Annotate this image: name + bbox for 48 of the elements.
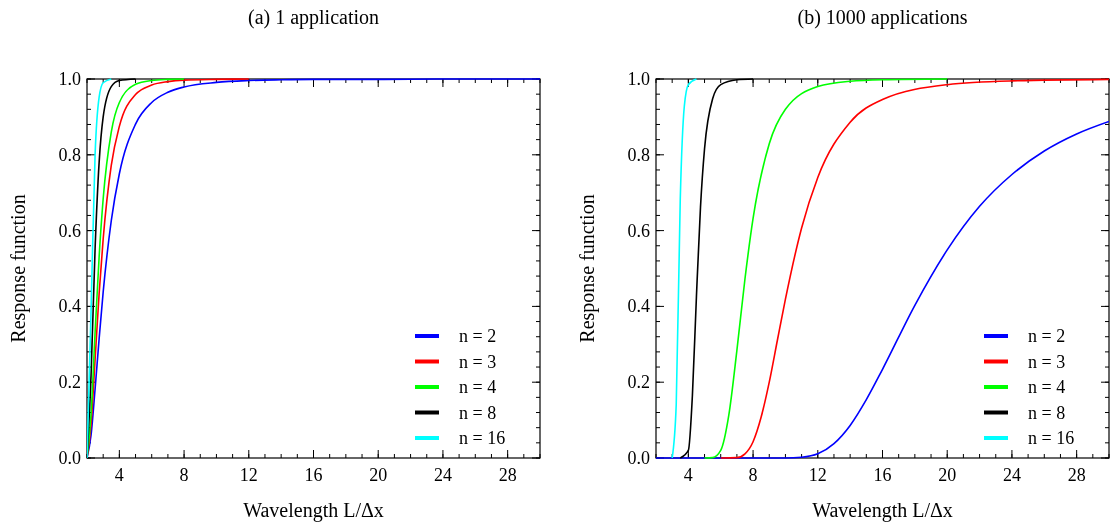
- chart-title: (a) 1 application: [247, 6, 380, 29]
- y-tick-label: 0.6: [58, 220, 81, 241]
- x-tick-label: 12: [808, 465, 827, 485]
- x-tick-label: 24: [433, 465, 452, 485]
- x-tick-label: 8: [179, 465, 189, 485]
- x-tick-label: 4: [114, 465, 124, 485]
- line-series: [719, 78, 1109, 459]
- x-tick-label: 16: [304, 465, 323, 485]
- line-series: [87, 78, 113, 459]
- x-tick-label: 28: [1067, 465, 1086, 485]
- legend-label: n = 2: [1028, 326, 1066, 346]
- y-tick-label: 1.0: [58, 69, 81, 89]
- y-axis-title: Response function: [576, 194, 599, 343]
- y-tick-label: 0.4: [627, 296, 650, 317]
- legend-label: n = 3: [1028, 351, 1066, 372]
- line-series: [703, 78, 949, 459]
- x-tick-label: 8: [748, 465, 758, 485]
- y-tick-label: 1.0: [627, 69, 650, 89]
- x-tick-label: 12: [239, 465, 258, 485]
- legend-label: n = 4: [1028, 377, 1066, 397]
- line-series: [656, 120, 1109, 459]
- y-tick-label: 0.4: [58, 296, 81, 317]
- x-tick-label: 28: [498, 465, 517, 485]
- line-series: [87, 78, 540, 459]
- legend-label: n = 16: [1028, 428, 1075, 448]
- line-series: [671, 78, 698, 459]
- x-axis-title: Wavelength L/Δx: [812, 499, 953, 522]
- y-tick-label: 0.6: [627, 220, 650, 241]
- x-tick-label: 24: [1002, 465, 1021, 485]
- legend-label: n = 16: [459, 428, 506, 448]
- legend-label: n = 8: [459, 402, 497, 423]
- legend-label: n = 8: [1028, 402, 1066, 423]
- chart-title: (b) 1000 applications: [797, 6, 968, 29]
- x-tick-label: 20: [369, 465, 388, 485]
- y-tick-label: 0.8: [627, 144, 650, 165]
- y-tick-label: 0.8: [58, 144, 81, 165]
- x-tick-label: 4: [683, 465, 693, 485]
- y-tick-label: 0.2: [58, 372, 81, 393]
- y-tick-label: 0.0: [58, 448, 81, 468]
- x-tick-label: 16: [873, 465, 892, 485]
- legend-label: n = 4: [459, 377, 497, 397]
- y-tick-label: 0.0: [627, 448, 650, 468]
- x-tick-label: 20: [938, 465, 957, 485]
- y-axis-title: Response function: [7, 194, 30, 343]
- x-axis-title: Wavelength L/Δx: [243, 499, 384, 522]
- legend-label: n = 2: [459, 326, 497, 346]
- legend-label: n = 3: [459, 351, 497, 372]
- y-tick-label: 0.2: [627, 372, 650, 393]
